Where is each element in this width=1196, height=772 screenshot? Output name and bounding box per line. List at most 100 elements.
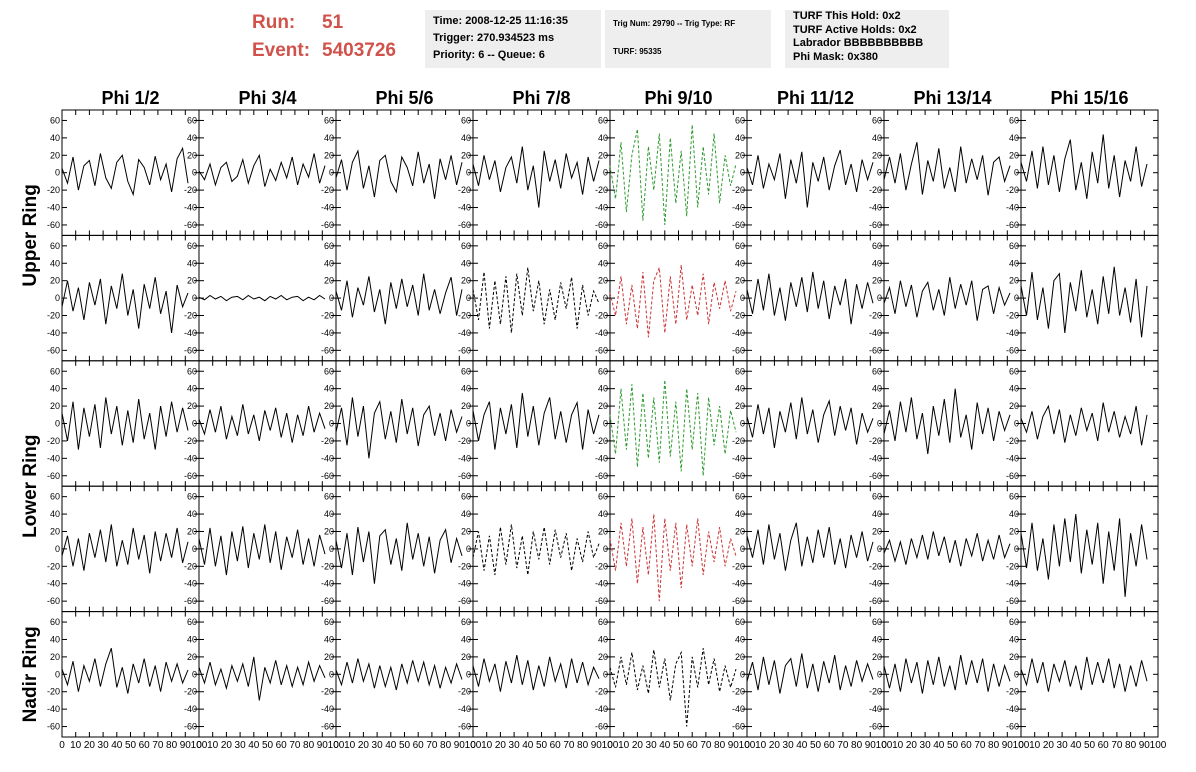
y-tick-label: -20 xyxy=(321,687,334,697)
y-tick-label: 20 xyxy=(872,526,882,536)
y-tick-label: 60 xyxy=(324,617,334,627)
y-tick-label: 60 xyxy=(1009,492,1019,502)
waveform xyxy=(61,273,189,333)
x-tick-label: 70 xyxy=(563,740,575,751)
y-tick-label: 20 xyxy=(735,150,745,160)
y-tick-label: -20 xyxy=(458,185,471,195)
waveform xyxy=(61,648,189,694)
x-tick-label: 10 xyxy=(755,740,767,751)
y-tick-label: -20 xyxy=(1006,561,1019,571)
y-tick-label: -40 xyxy=(732,579,745,589)
y-tick-label: 20 xyxy=(187,526,197,536)
y-tick-label: -60 xyxy=(47,722,60,732)
panel-frame xyxy=(609,360,748,487)
y-tick-label: 20 xyxy=(735,526,745,536)
y-tick-label: 60 xyxy=(872,366,882,376)
info-line: Trig Num: 29790 -- Trig Type: RF xyxy=(613,19,736,28)
waveform xyxy=(883,531,1011,567)
y-tick-label: 0 xyxy=(55,544,60,554)
x-tick-label: 80 xyxy=(303,740,315,751)
y-tick-label: -60 xyxy=(458,596,471,606)
y-tick-label: 60 xyxy=(598,366,608,376)
y-tick-label: -40 xyxy=(869,704,882,714)
waveform xyxy=(198,524,326,576)
y-tick-label: 20 xyxy=(461,526,471,536)
y-tick-label: 0 xyxy=(740,293,745,303)
x-tick-label: 80 xyxy=(714,740,726,751)
y-tick-label: 40 xyxy=(324,258,334,268)
panel-frame xyxy=(746,611,885,738)
y-tick-label: -60 xyxy=(184,220,197,230)
y-tick-label: -40 xyxy=(321,328,334,338)
y-tick-label: -60 xyxy=(321,220,334,230)
y-tick-label: 40 xyxy=(187,634,197,644)
y-tick-label: -60 xyxy=(869,722,882,732)
waveform xyxy=(335,522,463,584)
y-tick-label: 0 xyxy=(1014,419,1019,429)
y-tick-label: 60 xyxy=(1009,366,1019,376)
y-tick-label: 20 xyxy=(1009,526,1019,536)
y-tick-label: 60 xyxy=(598,241,608,251)
x-tick-label: 90 xyxy=(591,740,603,751)
y-tick-label: 0 xyxy=(192,293,197,303)
y-tick-label: 20 xyxy=(598,276,608,286)
y-tick-label: -20 xyxy=(458,561,471,571)
y-tick-label: 60 xyxy=(1009,241,1019,251)
y-tick-label: -40 xyxy=(458,453,471,463)
x-tick-label: 10 xyxy=(1029,740,1041,751)
y-tick-label: -60 xyxy=(869,220,882,230)
turf-box: TURF This Hold: 0x2 TURF Active Holds: 0x… xyxy=(785,10,949,68)
y-tick-label: -40 xyxy=(1006,704,1019,714)
y-tick-label: 0 xyxy=(1014,293,1019,303)
x-tick-label: 90 xyxy=(1002,740,1014,751)
y-tick-label: 60 xyxy=(598,492,608,502)
x-tick-label: 90 xyxy=(317,740,329,751)
y-tick-label: -60 xyxy=(869,471,882,481)
y-tick-label: 20 xyxy=(50,652,60,662)
y-tick-label: 0 xyxy=(740,419,745,429)
y-tick-label: -40 xyxy=(869,453,882,463)
y-tick-label: 0 xyxy=(192,168,197,178)
info-line: Trigger: 270.934523 ms xyxy=(433,32,555,44)
panel-frame xyxy=(198,485,337,613)
y-tick-label: 20 xyxy=(1009,276,1019,286)
y-tick-label: 60 xyxy=(735,366,745,376)
y-tick-label: 0 xyxy=(603,544,608,554)
x-tick-label: 70 xyxy=(700,740,712,751)
y-tick-label: -20 xyxy=(869,185,882,195)
y-tick-label: 40 xyxy=(324,634,334,644)
y-tick-label: -60 xyxy=(732,722,745,732)
y-tick-label: 40 xyxy=(187,258,197,268)
y-tick-label: 60 xyxy=(461,115,471,125)
y-tick-label: 0 xyxy=(55,293,60,303)
y-tick-label: 40 xyxy=(1009,258,1019,268)
waveform xyxy=(883,388,1011,455)
x-tick-label: 90 xyxy=(180,740,192,751)
y-tick-label: 20 xyxy=(735,276,745,286)
y-tick-label: 20 xyxy=(598,526,608,536)
column-header: Phi 13/14 xyxy=(913,88,991,108)
y-tick-label: -60 xyxy=(184,722,197,732)
y-tick-label: 20 xyxy=(735,652,745,662)
x-tick-label: 10 xyxy=(892,740,904,751)
event-line: Event: 5403726 xyxy=(252,40,396,62)
y-tick-label: -40 xyxy=(458,579,471,589)
y-tick-label: 0 xyxy=(329,419,334,429)
x-tick-label: 30 xyxy=(646,740,658,751)
y-tick-label: 0 xyxy=(466,168,471,178)
y-tick-label: -20 xyxy=(321,311,334,321)
y-tick-label: -20 xyxy=(1006,185,1019,195)
y-tick-label: 20 xyxy=(50,276,60,286)
waveform xyxy=(609,264,737,338)
y-tick-label: -60 xyxy=(732,345,745,355)
y-tick-label: 0 xyxy=(603,669,608,679)
y-tick-label: 40 xyxy=(872,384,882,394)
y-tick-label: -40 xyxy=(184,704,197,714)
x-tick-label: 60 xyxy=(687,740,699,751)
y-tick-label: -60 xyxy=(595,596,608,606)
y-tick-label: -20 xyxy=(732,311,745,321)
y-tick-label: -20 xyxy=(1006,687,1019,697)
x-tick-label: 50 xyxy=(1084,740,1096,751)
y-tick-label: -40 xyxy=(321,704,334,714)
x-tick-label: 90 xyxy=(1139,740,1151,751)
